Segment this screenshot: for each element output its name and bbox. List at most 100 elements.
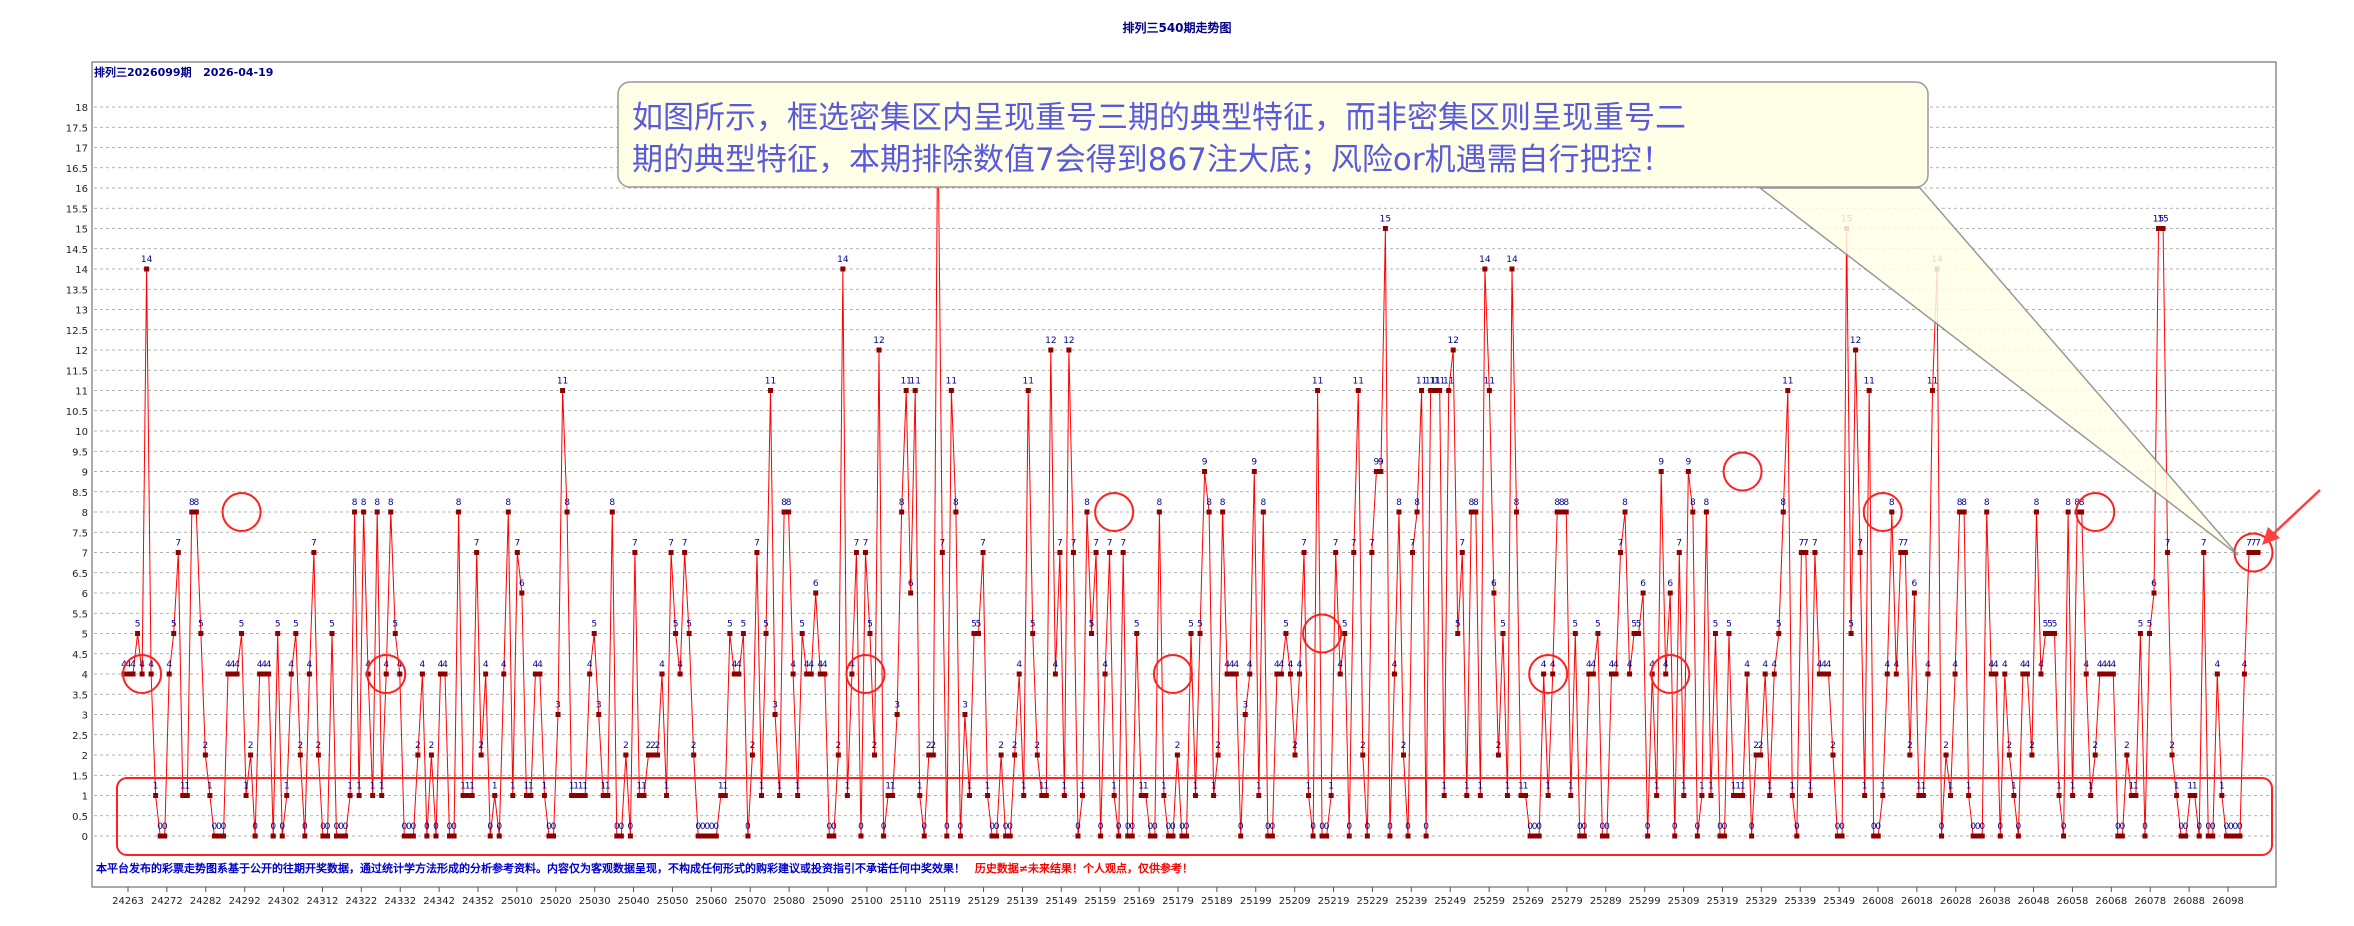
data-label: 11 (1425, 377, 1436, 387)
data-point (799, 631, 805, 636)
data-label: 8 (505, 498, 511, 508)
data-label: 4 (1279, 660, 1285, 670)
data-point (2187, 793, 2193, 798)
data-label: 5 (1342, 620, 1348, 630)
x-tick-label: 25289 (1590, 896, 1622, 907)
data-label: 0 (2205, 822, 2211, 832)
data-point (1862, 793, 1868, 798)
data-label: 4 (1613, 660, 1619, 670)
y-tick-label: 3 (82, 711, 88, 722)
data-point (1807, 793, 1813, 798)
data-label: 4 (1016, 660, 1022, 670)
data-label: 7 (1798, 539, 1804, 549)
data-label: 0 (1577, 822, 1583, 832)
data-label: 1 (573, 782, 579, 792)
data-point (546, 833, 552, 839)
data-point (1052, 671, 1058, 677)
data-point (1391, 671, 1397, 677)
data-point (1536, 833, 1542, 839)
data-point (1568, 793, 1574, 798)
data-label: 8 (456, 498, 462, 508)
data-label: 0 (745, 822, 751, 832)
data-label: 0 (1364, 822, 1370, 832)
data-point (736, 671, 742, 677)
data-label: 2 (203, 741, 209, 751)
data-label: 0 (424, 822, 430, 832)
data-point (2020, 671, 2026, 677)
data-point (627, 833, 633, 839)
data-label: 4 (166, 660, 172, 670)
data-point (1939, 833, 1945, 839)
data-label: 1 (1138, 782, 1144, 792)
data-label: 1 (1143, 782, 1149, 792)
data-label: 1 (1477, 782, 1483, 792)
data-label: 1 (1708, 782, 1714, 792)
data-label: 2 (1401, 741, 1407, 751)
data-point (306, 671, 312, 677)
data-label: 0 (1970, 822, 1976, 832)
data-label: 1 (1568, 782, 1574, 792)
data-label: 8 (1961, 498, 1967, 508)
x-tick-label: 25080 (773, 896, 805, 907)
data-point (451, 833, 457, 839)
data-label: 4 (587, 660, 593, 670)
x-tick-label: 26088 (2173, 896, 2205, 907)
data-point (315, 752, 321, 758)
data-point (560, 388, 566, 393)
data-label: 4 (1821, 660, 1827, 670)
data-point (1658, 469, 1664, 474)
y-tick-label: 12 (75, 346, 88, 357)
data-label: 14 (141, 255, 153, 265)
x-tick-label: 24322 (345, 896, 377, 907)
data-label: 4 (288, 660, 294, 670)
data-point (252, 833, 258, 839)
data-label: 2 (2006, 741, 2012, 751)
data-label: 1 (1880, 782, 1886, 792)
data-point (1586, 671, 1592, 677)
data-point (2232, 833, 2238, 839)
x-tick-label: 25070 (734, 896, 766, 907)
y-tick-label: 15 (75, 225, 88, 236)
y-tick-label: 10 (75, 427, 88, 438)
x-tick-label: 25090 (812, 896, 844, 907)
data-label: 8 (1206, 498, 1212, 508)
data-label: 1 (795, 782, 801, 792)
data-point (1220, 509, 1226, 515)
data-point (1825, 671, 1831, 677)
data-label: 4 (139, 660, 145, 670)
data-point (926, 752, 932, 758)
data-point (2142, 833, 2148, 839)
data-label: 12 (873, 336, 884, 346)
data-label: 0 (1581, 822, 1587, 832)
data-point (763, 631, 769, 636)
data-point (953, 509, 959, 515)
data-point (284, 793, 290, 798)
data-point (790, 671, 796, 677)
data-label: 12 (1045, 336, 1056, 346)
data-label: 11 (1429, 377, 1440, 387)
grid-lines (94, 106, 2274, 837)
data-label: 0 (1939, 822, 1945, 832)
data-label: 0 (1166, 822, 1172, 832)
data-label: 1 (379, 782, 385, 792)
data-point (727, 631, 733, 636)
data-point (899, 509, 905, 515)
data-label: 5 (1455, 620, 1461, 630)
data-label: 4 (2242, 660, 2248, 670)
data-label: 11 (946, 377, 957, 387)
data-label: 7 (175, 539, 181, 549)
data-point (1925, 671, 1931, 677)
data-label: 7 (474, 539, 480, 549)
data-point (555, 712, 561, 717)
data-point (939, 550, 945, 555)
x-tick-label: 25050 (657, 896, 689, 907)
data-label: 4 (808, 660, 814, 670)
data-point (731, 671, 737, 677)
data-point (1572, 631, 1578, 636)
data-point (1767, 793, 1773, 798)
x-tick-label: 26028 (1940, 896, 1972, 907)
data-point (1242, 712, 1248, 717)
data-point (1260, 509, 1266, 515)
data-point (2192, 793, 2198, 798)
data-point (1012, 752, 1018, 758)
